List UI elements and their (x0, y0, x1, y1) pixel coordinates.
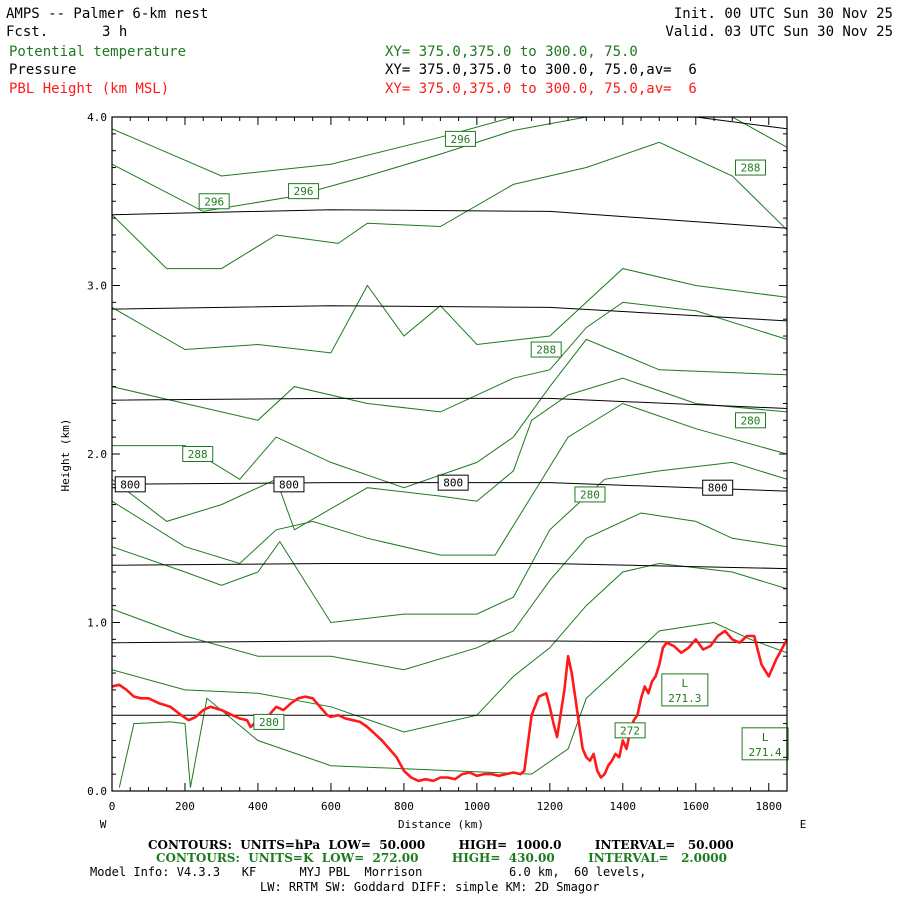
init-time: Init. 00 UTC Sun 30 Nov 25 (673, 6, 893, 22)
low-box-1 (741, 727, 789, 761)
footer-theta-contours: CONTOURS: UNITS=K LOW= 272.00 HIGH= 430.… (156, 851, 727, 865)
theta-label-1-box (198, 193, 230, 210)
theta-contour-10 (112, 562, 787, 733)
pressure-label-1: 800 (279, 478, 299, 491)
west-label: W (100, 818, 107, 831)
pressure-contour-6 (112, 209, 787, 229)
x-tick-label-9: 1800 (756, 800, 783, 813)
theta-contour-5 (112, 338, 787, 489)
theta-label-5-box (182, 446, 214, 462)
valid-time: Valid. 03 UTC Sun 30 Nov 25 (665, 24, 893, 40)
y-tick-label-0: 0.0 (87, 785, 107, 798)
footer-physics-info: LW: RRTM SW: Goddard DIFF: simple KM: 2D… (260, 880, 600, 894)
theta-label-9-box (614, 722, 646, 739)
theta-contour-6 (112, 377, 787, 531)
theta-label-2-box (288, 183, 320, 200)
x-tick-label-6: 1200 (537, 800, 564, 813)
pressure-label-3: 800 (708, 482, 728, 495)
pressure-label-3-box (702, 479, 734, 496)
x-tick-label-8: 1600 (683, 800, 710, 813)
x-tick-label-5: 1000 (464, 800, 491, 813)
theta-label-6: 280 (741, 414, 761, 427)
pressure-contours (112, 117, 787, 716)
footer-pressure-contours: CONTOURS: UNITS=hPa LOW= 50.000 HIGH= 10… (148, 838, 734, 852)
east-label: E (800, 818, 807, 831)
theta-label-9: 272 (620, 724, 640, 737)
low-letter-0: L (682, 677, 689, 690)
theta-label-7: 280 (580, 488, 600, 501)
theta-contour-11 (118, 621, 787, 788)
pressure-contour-5 (112, 305, 787, 322)
pressure-label-1-box (273, 476, 305, 493)
theta-label-3-box (735, 159, 767, 176)
y-tick-label-3: 3.0 (87, 280, 107, 293)
footer-model-info: Model Info: V4.3.3 KF MYJ PBL Morrison 6… (90, 865, 647, 879)
forecast-label: Fcst. (6, 24, 49, 40)
theta-contour-3 (112, 268, 787, 354)
theta-label-3: 288 (741, 162, 761, 175)
theta-label-4: 288 (536, 344, 556, 357)
pressure-label-0-box (114, 476, 146, 493)
theta-label-0-box (444, 130, 476, 147)
xy-pressure: XY= 375.0,375.0 to 300.0, 75.0,av= 6 (385, 62, 697, 78)
theta-contours (112, 117, 787, 788)
contour-labels: 296 296 296 288 288 288 280 280 280 272 800 800 800 8… (114, 130, 789, 761)
x-tick-label-3: 600 (321, 800, 341, 813)
chart-title: AMPS -- Palmer 6-km nest (6, 6, 209, 22)
y-axis-label: Height (km) (59, 419, 72, 492)
pressure-label-0: 800 (120, 478, 140, 491)
theta-contour-2 (112, 141, 787, 270)
forecast-value: 3 h (102, 24, 128, 40)
pressure-contour-7 (112, 117, 787, 130)
y-tick-label-1: 1.0 (87, 617, 107, 630)
x-tick-label-0: 0 (109, 800, 116, 813)
theta-contour-1 (112, 117, 787, 212)
theta-label-5: 288 (188, 448, 208, 461)
low-value-0: 271.3 (668, 692, 701, 705)
axes: 0 200 400 600 800 1000 1200 1400 1600 1800 0.0 1.0 2… (87, 111, 788, 813)
var-theta-label: Potential temperature (9, 44, 187, 60)
theta-contour-0 (112, 117, 787, 177)
pressure-contour-1 (112, 640, 787, 644)
theta-label-7-box (574, 486, 606, 503)
xy-theta: XY= 375.0,375.0 to 300.0, 75.0 (385, 44, 638, 60)
theta-label-6-box (735, 412, 767, 429)
theta-label-0: 296 (451, 133, 471, 146)
theta-contour-8 (112, 461, 787, 624)
pressure-contour-4 (112, 397, 787, 409)
x-tick-label-7: 1400 (610, 800, 637, 813)
theta-label-4-box (530, 341, 562, 358)
theta-label-1: 296 (204, 195, 224, 208)
theta-contour-9 (112, 512, 787, 671)
pressure-contour-2 (112, 563, 787, 570)
low-box-0 (661, 673, 709, 707)
y-tick-label-2: 2.0 (87, 448, 107, 461)
theta-contour-7 (112, 402, 787, 565)
x-axis-label: Distance (km) (398, 818, 484, 831)
theta-label-2: 296 (294, 185, 314, 198)
low-letter-1: L (762, 731, 769, 744)
theta-contour-4 (112, 301, 787, 421)
var-pressure-label: Pressure (9, 62, 77, 78)
pressure-label-2: 800 (443, 477, 463, 490)
x-tick-label-1: 200 (175, 800, 195, 813)
y-tick-label-4: 4.0 (87, 111, 107, 124)
low-value-1: 271.4 (749, 746, 782, 759)
var-pbl-label: PBL Height (km MSL) (9, 81, 170, 97)
x-tick-label-2: 400 (248, 800, 268, 813)
theta-label-8: 280 (259, 716, 279, 729)
theta-label-8-box (253, 713, 285, 730)
xy-pbl: XY= 375.0,375.0 to 300.0, 75.0,av= 6 (385, 81, 697, 97)
x-tick-label-4: 800 (394, 800, 414, 813)
pressure-label-2-box (437, 474, 469, 491)
